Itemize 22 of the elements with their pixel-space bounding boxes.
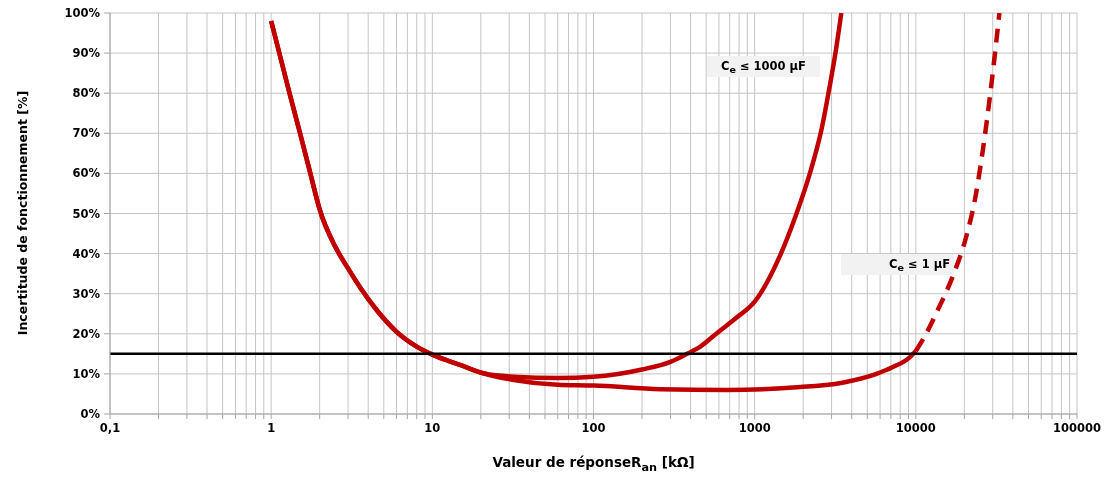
text: C$_{e}$ ≤ 1000 µF [721,59,806,78]
x-axis-title: Valeur de réponseR$_{an}$ [kΩ] [491,454,696,474]
y-tick-label: 100% [64,6,101,21]
y-tick-label: 60% [72,166,101,181]
y-tick-label: 20% [72,326,101,341]
y-axis-title: Incertitude de fonctionnement [%] [14,90,30,336]
x-tick-label: 1 [267,421,276,436]
y-tick-label: 50% [72,206,101,221]
x-tick-label: 10 [424,421,441,436]
y-tick-label: 10% [72,366,101,381]
x-tick-label: 1000 [738,421,771,436]
y-tick-label: 40% [72,246,101,261]
y-tick-label: 80% [72,86,101,101]
x-tick-label: 0,1 [99,421,121,436]
x-tick-label: 100 [581,421,606,436]
x-tick-label: 10000 [895,421,936,436]
y-tick-label: 30% [72,286,101,301]
y-tick-label: 90% [72,46,101,61]
series-label: C$_{e}$ ≤ 1 µF [889,257,950,276]
x-tick-label: 100000 [1052,421,1102,436]
y-tick-label: 0% [80,407,101,422]
y-tick-label: 70% [72,126,101,141]
